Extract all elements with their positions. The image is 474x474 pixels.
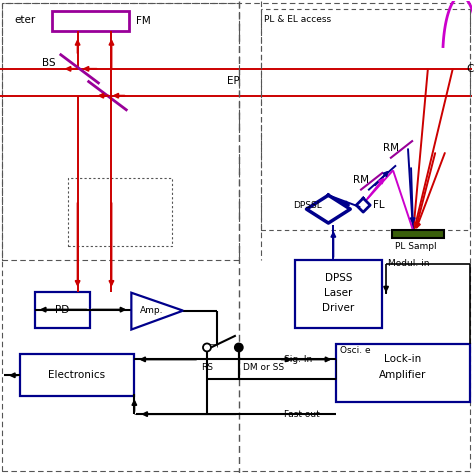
Text: Fast out: Fast out [283,410,319,419]
Circle shape [203,344,211,351]
Text: RS: RS [201,363,213,372]
Text: RM: RM [353,175,369,185]
Bar [2,3,239,260]
Text: RM: RM [383,144,399,154]
Text: BS: BS [42,58,55,68]
Text: EP: EP [227,76,240,86]
Text: Sig. In: Sig. In [283,355,312,364]
Text: Modul. in: Modul. in [388,259,429,268]
Polygon shape [131,293,183,329]
Text: FL: FL [373,200,385,210]
Bar [392,230,444,238]
Bar [337,345,470,402]
Text: DM or SS: DM or SS [243,363,284,372]
Circle shape [235,344,243,351]
Bar [20,355,134,396]
Text: Driver: Driver [322,303,355,313]
Bar [261,9,470,230]
Text: Laser: Laser [324,288,353,298]
Text: Osci. e: Osci. e [340,346,371,356]
Text: PD: PD [55,305,69,315]
Text: DPSSL: DPSSL [293,201,322,210]
Text: PL Sampl: PL Sampl [395,242,437,251]
Bar [294,260,382,328]
Text: Amplifier: Amplifier [379,370,427,380]
Bar [35,292,90,328]
Text: Amp.: Amp. [139,306,163,315]
Text: FM: FM [137,16,151,26]
Text: Lock-in: Lock-in [384,355,422,365]
Bar [52,11,129,31]
Text: Electronics: Electronics [48,370,105,380]
Text: C: C [467,64,474,74]
Bar [68,178,172,246]
Text: PL & EL access: PL & EL access [264,15,331,24]
Text: DPSS: DPSS [325,273,352,283]
Text: eter: eter [14,15,35,25]
